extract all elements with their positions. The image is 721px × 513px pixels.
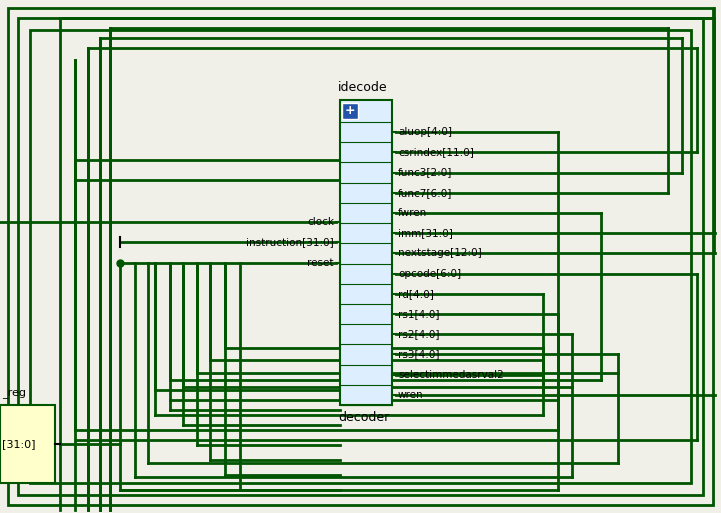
Bar	[340, 100, 392, 405]
Text: rs1[4:0]: rs1[4:0]	[398, 309, 440, 319]
Text: opcode[6:0]: opcode[6:0]	[398, 269, 461, 279]
Text: fwren: fwren	[398, 208, 428, 218]
Text: selectimmedasrval2: selectimmedasrval2	[398, 370, 504, 380]
Bar	[30, 30, 691, 483]
Text: func7[6:0]: func7[6:0]	[398, 188, 452, 198]
Text: imm[31:0]: imm[31:0]	[398, 228, 453, 238]
Bar	[342, 103, 358, 119]
Text: +: +	[345, 105, 355, 117]
Text: clock: clock	[307, 217, 334, 227]
Text: rs3[4:0]: rs3[4:0]	[398, 349, 440, 360]
Text: decoder: decoder	[338, 411, 389, 424]
Text: rd[4:0]: rd[4:0]	[398, 289, 434, 299]
Text: wren: wren	[398, 390, 424, 400]
Bar	[0, 405, 55, 483]
Text: [31:0]: [31:0]	[2, 439, 35, 449]
Text: reset: reset	[307, 258, 334, 268]
Text: _reg: _reg	[2, 389, 26, 399]
Text: rs2[4:0]: rs2[4:0]	[398, 329, 440, 339]
Text: csrindex[11:0]: csrindex[11:0]	[398, 147, 474, 157]
Text: nextstage[12:0]: nextstage[12:0]	[398, 248, 482, 259]
Text: func3[2:0]: func3[2:0]	[398, 168, 452, 177]
Text: aluop[4:0]: aluop[4:0]	[398, 127, 452, 137]
Text: idecode: idecode	[338, 81, 388, 94]
Text: instruction[31:0]: instruction[31:0]	[247, 237, 334, 247]
